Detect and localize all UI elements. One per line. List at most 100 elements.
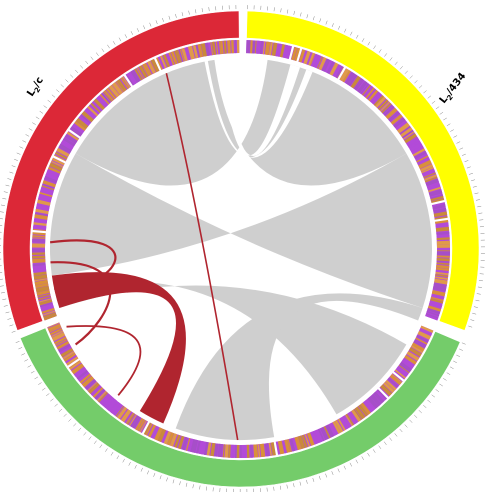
tick-mark — [428, 400, 431, 403]
tick-mark — [414, 415, 417, 418]
tick-mark — [89, 437, 91, 440]
tick-mark — [18, 347, 22, 349]
tick-mark — [29, 128, 32, 130]
tick-mark — [4, 192, 8, 193]
tick-mark — [0, 212, 4, 213]
tick-mark — [453, 361, 457, 363]
tick-mark — [453, 136, 457, 138]
tick-mark — [40, 111, 43, 113]
tick-mark — [384, 53, 386, 56]
tick-mark — [65, 80, 68, 83]
tick-mark — [457, 142, 461, 144]
tick-mark — [150, 23, 151, 27]
tick-mark — [14, 159, 18, 160]
tick-mark — [35, 377, 38, 379]
tick-mark — [52, 95, 55, 98]
tick-mark — [22, 141, 26, 143]
tick-mark — [131, 31, 133, 35]
tick-mark — [91, 57, 93, 60]
tick-mark — [12, 331, 16, 332]
tick-mark — [1, 292, 5, 293]
tick-mark — [379, 49, 381, 52]
tick-mark — [306, 480, 307, 484]
tick-mark — [300, 482, 301, 486]
tick-mark — [405, 425, 408, 428]
tick-mark — [467, 167, 471, 168]
tick-mark — [46, 393, 49, 395]
tick-mark — [21, 353, 25, 355]
tick-mark — [465, 160, 469, 161]
gene-feature — [437, 250, 450, 251]
tick-mark — [477, 294, 481, 295]
tick-mark — [472, 313, 476, 314]
tick-mark — [470, 320, 474, 321]
tick-mark — [107, 45, 109, 48]
tick-mark — [319, 476, 320, 480]
tick-mark — [362, 38, 364, 41]
tick-mark — [367, 453, 369, 456]
tick-mark — [462, 343, 466, 345]
tick-mark — [325, 474, 326, 478]
tick-mark — [6, 312, 10, 313]
tick-mark — [12, 166, 16, 167]
tick-mark — [436, 389, 439, 391]
tick-mark — [300, 13, 301, 17]
tick-mark — [307, 14, 308, 18]
tick-mark — [450, 367, 453, 369]
tick-mark — [400, 66, 403, 69]
gene-feature — [242, 445, 246, 458]
tick-mark — [7, 178, 11, 179]
tick-mark — [475, 193, 479, 194]
tick-mark — [143, 25, 145, 29]
tick-mark — [356, 460, 358, 464]
tick-mark — [287, 10, 288, 14]
genome-label-l2c: L2/c — [25, 75, 47, 100]
tick-mark — [2, 198, 6, 199]
tick-mark — [447, 373, 450, 375]
tick-mark — [166, 478, 167, 482]
tick-mark — [135, 465, 137, 469]
tick-mark — [313, 16, 314, 20]
tick-mark — [129, 462, 131, 466]
tick-mark — [31, 371, 34, 373]
gene-feature — [32, 243, 45, 247]
gene-feature — [237, 40, 239, 53]
tick-mark — [0, 218, 3, 219]
tick-mark — [199, 485, 200, 489]
gene-feature — [32, 250, 45, 252]
tick-mark — [123, 459, 125, 462]
tick-mark — [1, 205, 5, 206]
tick-mark — [111, 452, 113, 455]
tick-mark — [332, 23, 334, 27]
tick-mark — [410, 76, 413, 79]
tick-mark — [6, 185, 10, 186]
tick-mark — [415, 80, 418, 83]
tick-mark — [42, 388, 45, 390]
tick-mark — [141, 468, 143, 472]
tick-mark — [478, 213, 482, 214]
tick-mark — [59, 409, 62, 412]
tick-mark — [287, 485, 288, 489]
tick-mark — [55, 404, 58, 407]
tick-mark — [206, 487, 207, 491]
tick-mark — [2, 299, 6, 300]
tick-mark — [156, 20, 157, 24]
tick-mark — [428, 96, 431, 99]
tick-mark — [84, 432, 87, 435]
tick-mark — [474, 307, 478, 308]
gene-feature — [437, 252, 450, 256]
tick-mark — [189, 11, 190, 15]
tick-mark — [477, 206, 481, 207]
tick-mark — [468, 326, 472, 327]
tick-mark — [462, 154, 466, 156]
tick-mark — [338, 469, 340, 473]
tick-mark — [4, 305, 8, 306]
tick-mark — [476, 200, 480, 201]
tick-mark — [450, 130, 453, 132]
tick-mark — [70, 75, 73, 78]
tick-mark — [78, 428, 81, 431]
tick-mark — [443, 118, 446, 120]
tick-mark — [405, 71, 408, 74]
tick-mark — [16, 341, 20, 343]
